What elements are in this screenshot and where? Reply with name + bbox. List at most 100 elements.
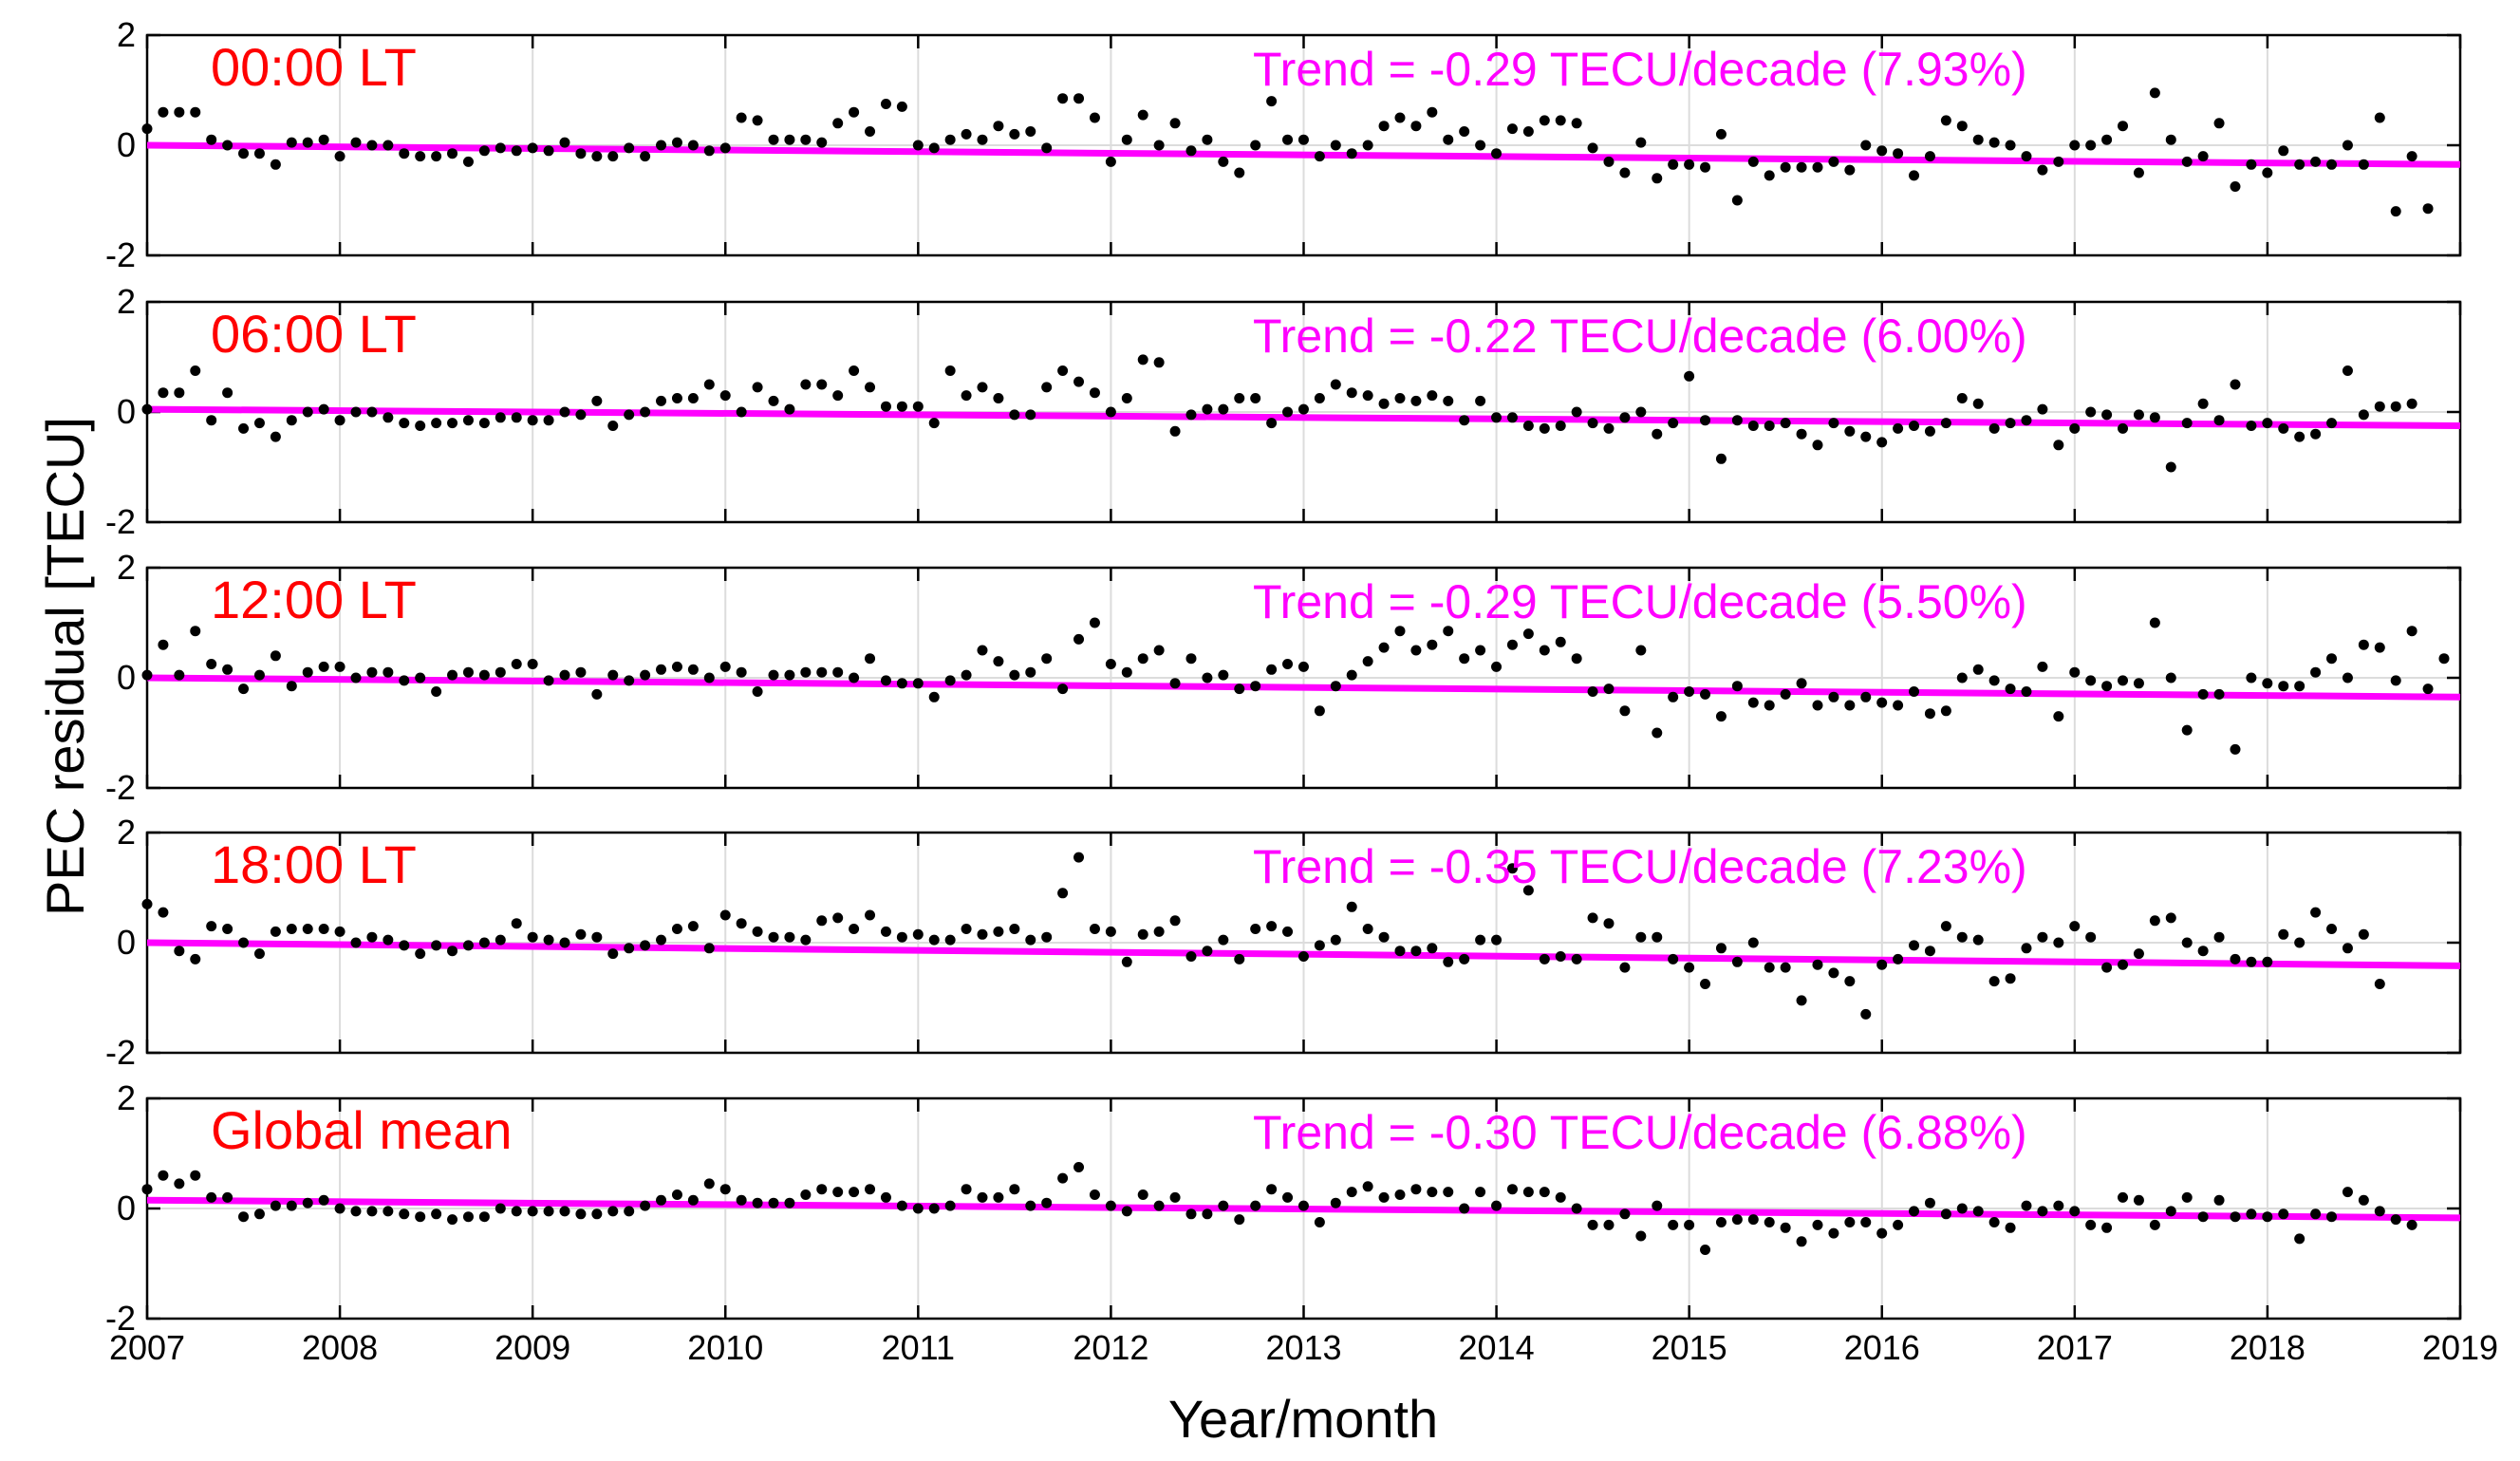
data-point — [2326, 924, 2338, 934]
data-point — [462, 415, 474, 426]
data-point — [1297, 134, 1309, 145]
data-point — [2005, 1222, 2016, 1233]
data-point — [624, 1206, 635, 1217]
data-point — [2358, 409, 2369, 421]
data-point — [1668, 691, 1679, 702]
data-point — [415, 948, 426, 960]
data-point — [1844, 700, 1856, 711]
data-point — [270, 1200, 281, 1211]
data-point — [1539, 115, 1550, 126]
data-point — [270, 650, 281, 662]
data-point — [1652, 931, 1663, 943]
data-point — [2133, 167, 2144, 178]
data-point — [141, 1184, 153, 1195]
data-point — [1715, 1217, 1727, 1227]
data-point — [1506, 863, 1518, 874]
data-point — [1988, 675, 2000, 686]
data-point — [1346, 669, 1357, 681]
data-point — [2181, 937, 2193, 948]
data-point — [2230, 1211, 2241, 1223]
data-point — [2374, 112, 2385, 123]
data-point — [1250, 393, 1261, 403]
data-point — [1009, 924, 1020, 934]
data-point — [671, 661, 682, 672]
data-point — [2294, 1233, 2305, 1245]
data-point — [849, 672, 860, 684]
data-point — [2294, 937, 2305, 948]
y-tick-label: 2 — [117, 1078, 136, 1117]
x-axis-label: Year/month — [1168, 1389, 1438, 1449]
data-point — [1956, 393, 1968, 403]
data-point — [2230, 953, 2241, 965]
data-point — [1539, 422, 1550, 434]
data-point — [1153, 1200, 1165, 1211]
data-point — [1410, 1184, 1422, 1195]
data-point — [1491, 412, 1503, 423]
data-point — [1105, 406, 1116, 418]
x-tick-label: 2019 — [2422, 1328, 2498, 1367]
data-point — [318, 661, 329, 672]
data-point — [1073, 376, 1085, 387]
data-point — [431, 418, 442, 429]
data-point — [832, 1187, 844, 1198]
data-point — [768, 669, 779, 681]
data-point — [1475, 140, 1486, 151]
data-point — [1410, 946, 1422, 957]
data-point — [816, 137, 828, 148]
data-point — [415, 672, 426, 684]
data-point — [1522, 628, 1534, 640]
data-point — [222, 924, 233, 934]
data-point — [1764, 962, 1775, 973]
data-point — [2294, 681, 2305, 692]
data-point — [1940, 115, 1951, 126]
data-point — [1475, 1187, 1486, 1198]
data-point — [286, 681, 297, 692]
data-point — [1988, 976, 2000, 987]
data-point — [880, 1191, 891, 1203]
data-point — [527, 931, 538, 943]
data-point — [1924, 151, 1935, 162]
data-point — [1988, 422, 2000, 434]
data-point — [1475, 645, 1486, 656]
data-point — [1314, 1217, 1325, 1227]
data-point — [1137, 928, 1148, 940]
data-point — [912, 678, 924, 689]
data-point — [736, 666, 747, 678]
data-point — [1684, 1219, 1695, 1230]
data-point — [944, 1200, 956, 1211]
data-point — [944, 365, 956, 376]
data-point — [2406, 1219, 2417, 1230]
data-point — [1250, 140, 1261, 151]
data-point — [1924, 946, 1935, 957]
data-point — [158, 387, 169, 399]
data-point — [2213, 118, 2225, 129]
data-point — [2101, 681, 2113, 692]
panel-label: 00:00 LT — [211, 37, 417, 97]
data-point — [415, 1211, 426, 1223]
data-point — [190, 365, 201, 376]
data-point — [800, 379, 812, 390]
data-point — [687, 1194, 699, 1206]
data-point — [286, 1200, 297, 1211]
data-point — [2326, 1211, 2338, 1223]
data-point — [2262, 956, 2273, 967]
data-point — [2310, 666, 2322, 678]
data-point — [1218, 934, 1229, 946]
data-point — [1057, 365, 1069, 376]
data-point — [1860, 691, 1872, 702]
data-point — [896, 401, 907, 412]
data-point — [1731, 415, 1743, 426]
data-point — [1475, 395, 1486, 406]
data-point — [961, 390, 972, 402]
data-point — [591, 395, 603, 406]
data-point — [2165, 461, 2176, 473]
data-point — [1025, 126, 1036, 137]
data-point — [1522, 126, 1534, 137]
data-point — [2037, 164, 2048, 176]
trend-annotation: Trend = -0.29 TECU/decade (7.93%) — [1253, 43, 2027, 96]
data-point — [270, 159, 281, 170]
data-point — [2149, 915, 2160, 927]
data-point — [1394, 393, 1406, 403]
data-point — [977, 134, 988, 145]
data-point — [1089, 387, 1100, 399]
